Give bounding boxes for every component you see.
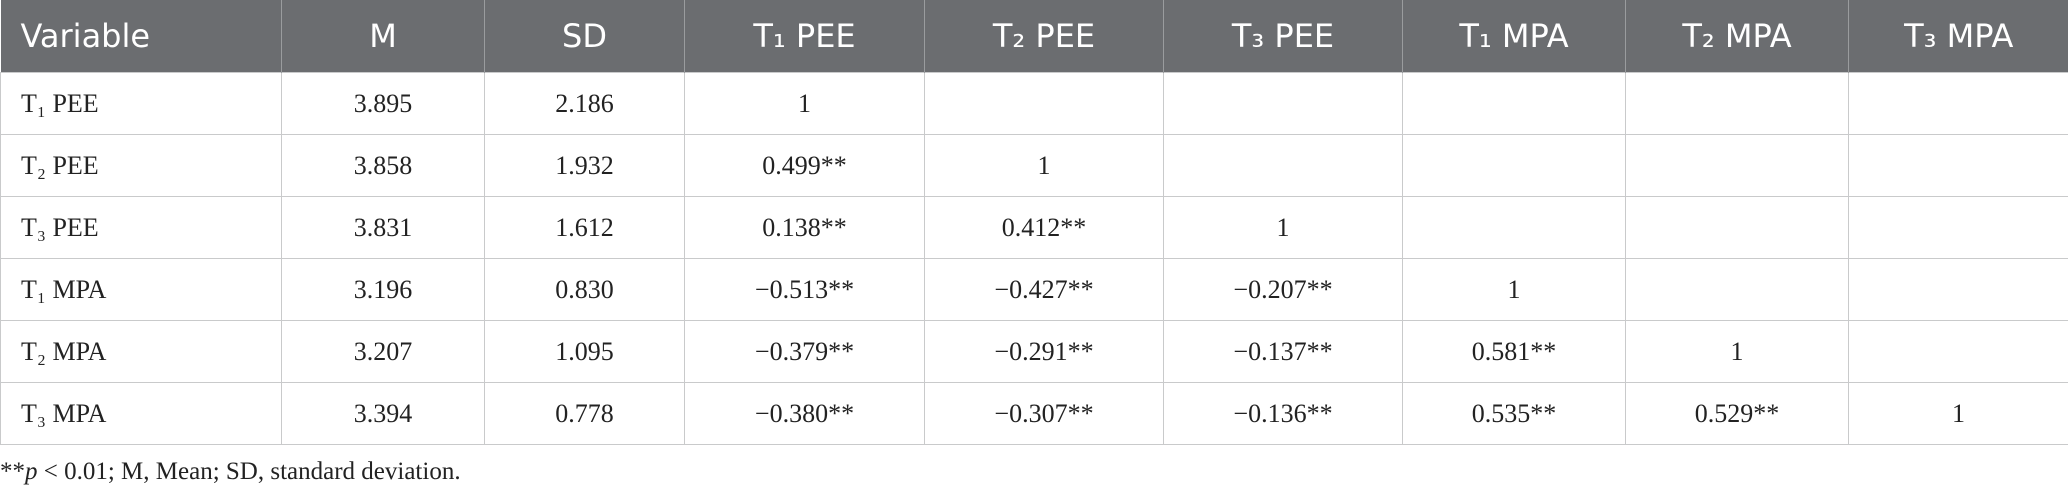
table-cell: 1.612 — [484, 196, 685, 259]
table-cell: −0.291** — [924, 320, 1164, 383]
footnote-mark: ** — [0, 458, 25, 485]
table-row: T₃ MPA 3.394 0.778 −0.380** −0.307** −0.136**… — [0, 382, 2068, 445]
table-cell: 0.529** — [1625, 382, 1849, 445]
table-cell: 3.196 — [281, 258, 485, 321]
row-label: T₂ MPA — [0, 320, 282, 383]
table-cell: 3.831 — [281, 196, 485, 259]
table-cell: 1 — [1848, 382, 2068, 445]
table-row: T₂ MPA 3.207 1.095 −0.379** −0.291** −0.137**… — [0, 320, 2068, 383]
table-cell: 0.499** — [684, 134, 925, 197]
table-cell — [1402, 134, 1626, 197]
table-cell — [1625, 196, 1849, 259]
correlation-table: Variable M SD T₁ PEE T₂ PEE T₃ PEE T₁ MPA T₂ MP… — [0, 0, 2068, 445]
table-cell: 1 — [1402, 258, 1626, 321]
table-cell: −0.380** — [684, 382, 925, 445]
table-cell: −0.427** — [924, 258, 1164, 321]
row-label: T₃ MPA — [0, 382, 282, 445]
table-cell: 3.858 — [281, 134, 485, 197]
header-cell: T₃ PEE — [1163, 0, 1403, 73]
table-cell — [1625, 134, 1849, 197]
table-cell — [924, 72, 1164, 135]
table-row: T₂ PEE 3.858 1.932 0.499** 1 — [0, 134, 2068, 197]
table-cell — [1163, 134, 1403, 197]
table-cell — [1848, 258, 2068, 321]
row-label: T₁ PEE — [0, 72, 282, 135]
table-cell — [1848, 134, 2068, 197]
table-cell: −0.136** — [1163, 382, 1403, 445]
table-cell: −0.513** — [684, 258, 925, 321]
table-cell — [1848, 72, 2068, 135]
row-label: T₁ MPA — [0, 258, 282, 321]
table-cell — [1402, 72, 1626, 135]
table-cell: 0.535** — [1402, 382, 1626, 445]
table-body: T₁ PEE 3.895 2.186 1 T₂ PEE 3.858 1.932 0.499**… — [0, 72, 2068, 445]
footnote-symbol: p — [25, 458, 38, 485]
table-cell: 1 — [924, 134, 1164, 197]
table-cell — [1625, 258, 1849, 321]
table-cell: 1 — [1625, 320, 1849, 383]
row-label: T₂ PEE — [0, 134, 282, 197]
table-cell — [1402, 196, 1626, 259]
header-cell: T₃ MPA — [1848, 0, 2068, 73]
table-cell: −0.307** — [924, 382, 1164, 445]
table-cell — [1163, 72, 1403, 135]
table-cell: 2.186 — [484, 72, 685, 135]
table-cell — [1848, 320, 2068, 383]
table-cell: 0.778 — [484, 382, 685, 445]
header-cell: M — [281, 0, 485, 73]
table-row: T₃ PEE 3.831 1.612 0.138** 0.412** 1 — [0, 196, 2068, 259]
table-cell: −0.379** — [684, 320, 925, 383]
table-cell: 3.207 — [281, 320, 485, 383]
header-cell: T₁ MPA — [1402, 0, 1626, 73]
table-cell: 1 — [684, 72, 925, 135]
header-row: Variable M SD T₁ PEE T₂ PEE T₃ PEE T₁ MPA T₂ MP… — [0, 0, 2068, 73]
header-cell: T₂ MPA — [1625, 0, 1849, 73]
header-cell: T₁ PEE — [684, 0, 925, 73]
row-label: T₃ PEE — [0, 196, 282, 259]
table-cell — [1848, 196, 2068, 259]
footnote-text: < 0.01; M, Mean; SD, standard deviation. — [37, 458, 461, 485]
table-row: T₁ PEE 3.895 2.186 1 — [0, 72, 2068, 135]
table-cell: 0.581** — [1402, 320, 1626, 383]
table-cell: 0.830 — [484, 258, 685, 321]
header-cell: SD — [484, 0, 685, 73]
table-cell: 3.394 — [281, 382, 485, 445]
header-cell: Variable — [0, 0, 282, 73]
header-cell: T₂ PEE — [924, 0, 1164, 73]
table-cell: 1.095 — [484, 320, 685, 383]
table-cell: 1.932 — [484, 134, 685, 197]
table-cell: −0.207** — [1163, 258, 1403, 321]
table-cell: 1 — [1163, 196, 1403, 259]
table-cell: 3.895 — [281, 72, 485, 135]
table-cell: 0.412** — [924, 196, 1164, 259]
table-cell: −0.137** — [1163, 320, 1403, 383]
table-cell: 0.138** — [684, 196, 925, 259]
table-cell — [1625, 72, 1849, 135]
table-row: T₁ MPA 3.196 0.830 −0.513** −0.427** −0.207**… — [0, 258, 2068, 321]
footnote: **p < 0.01; M, Mean; SD, standard deviat… — [0, 458, 461, 486]
